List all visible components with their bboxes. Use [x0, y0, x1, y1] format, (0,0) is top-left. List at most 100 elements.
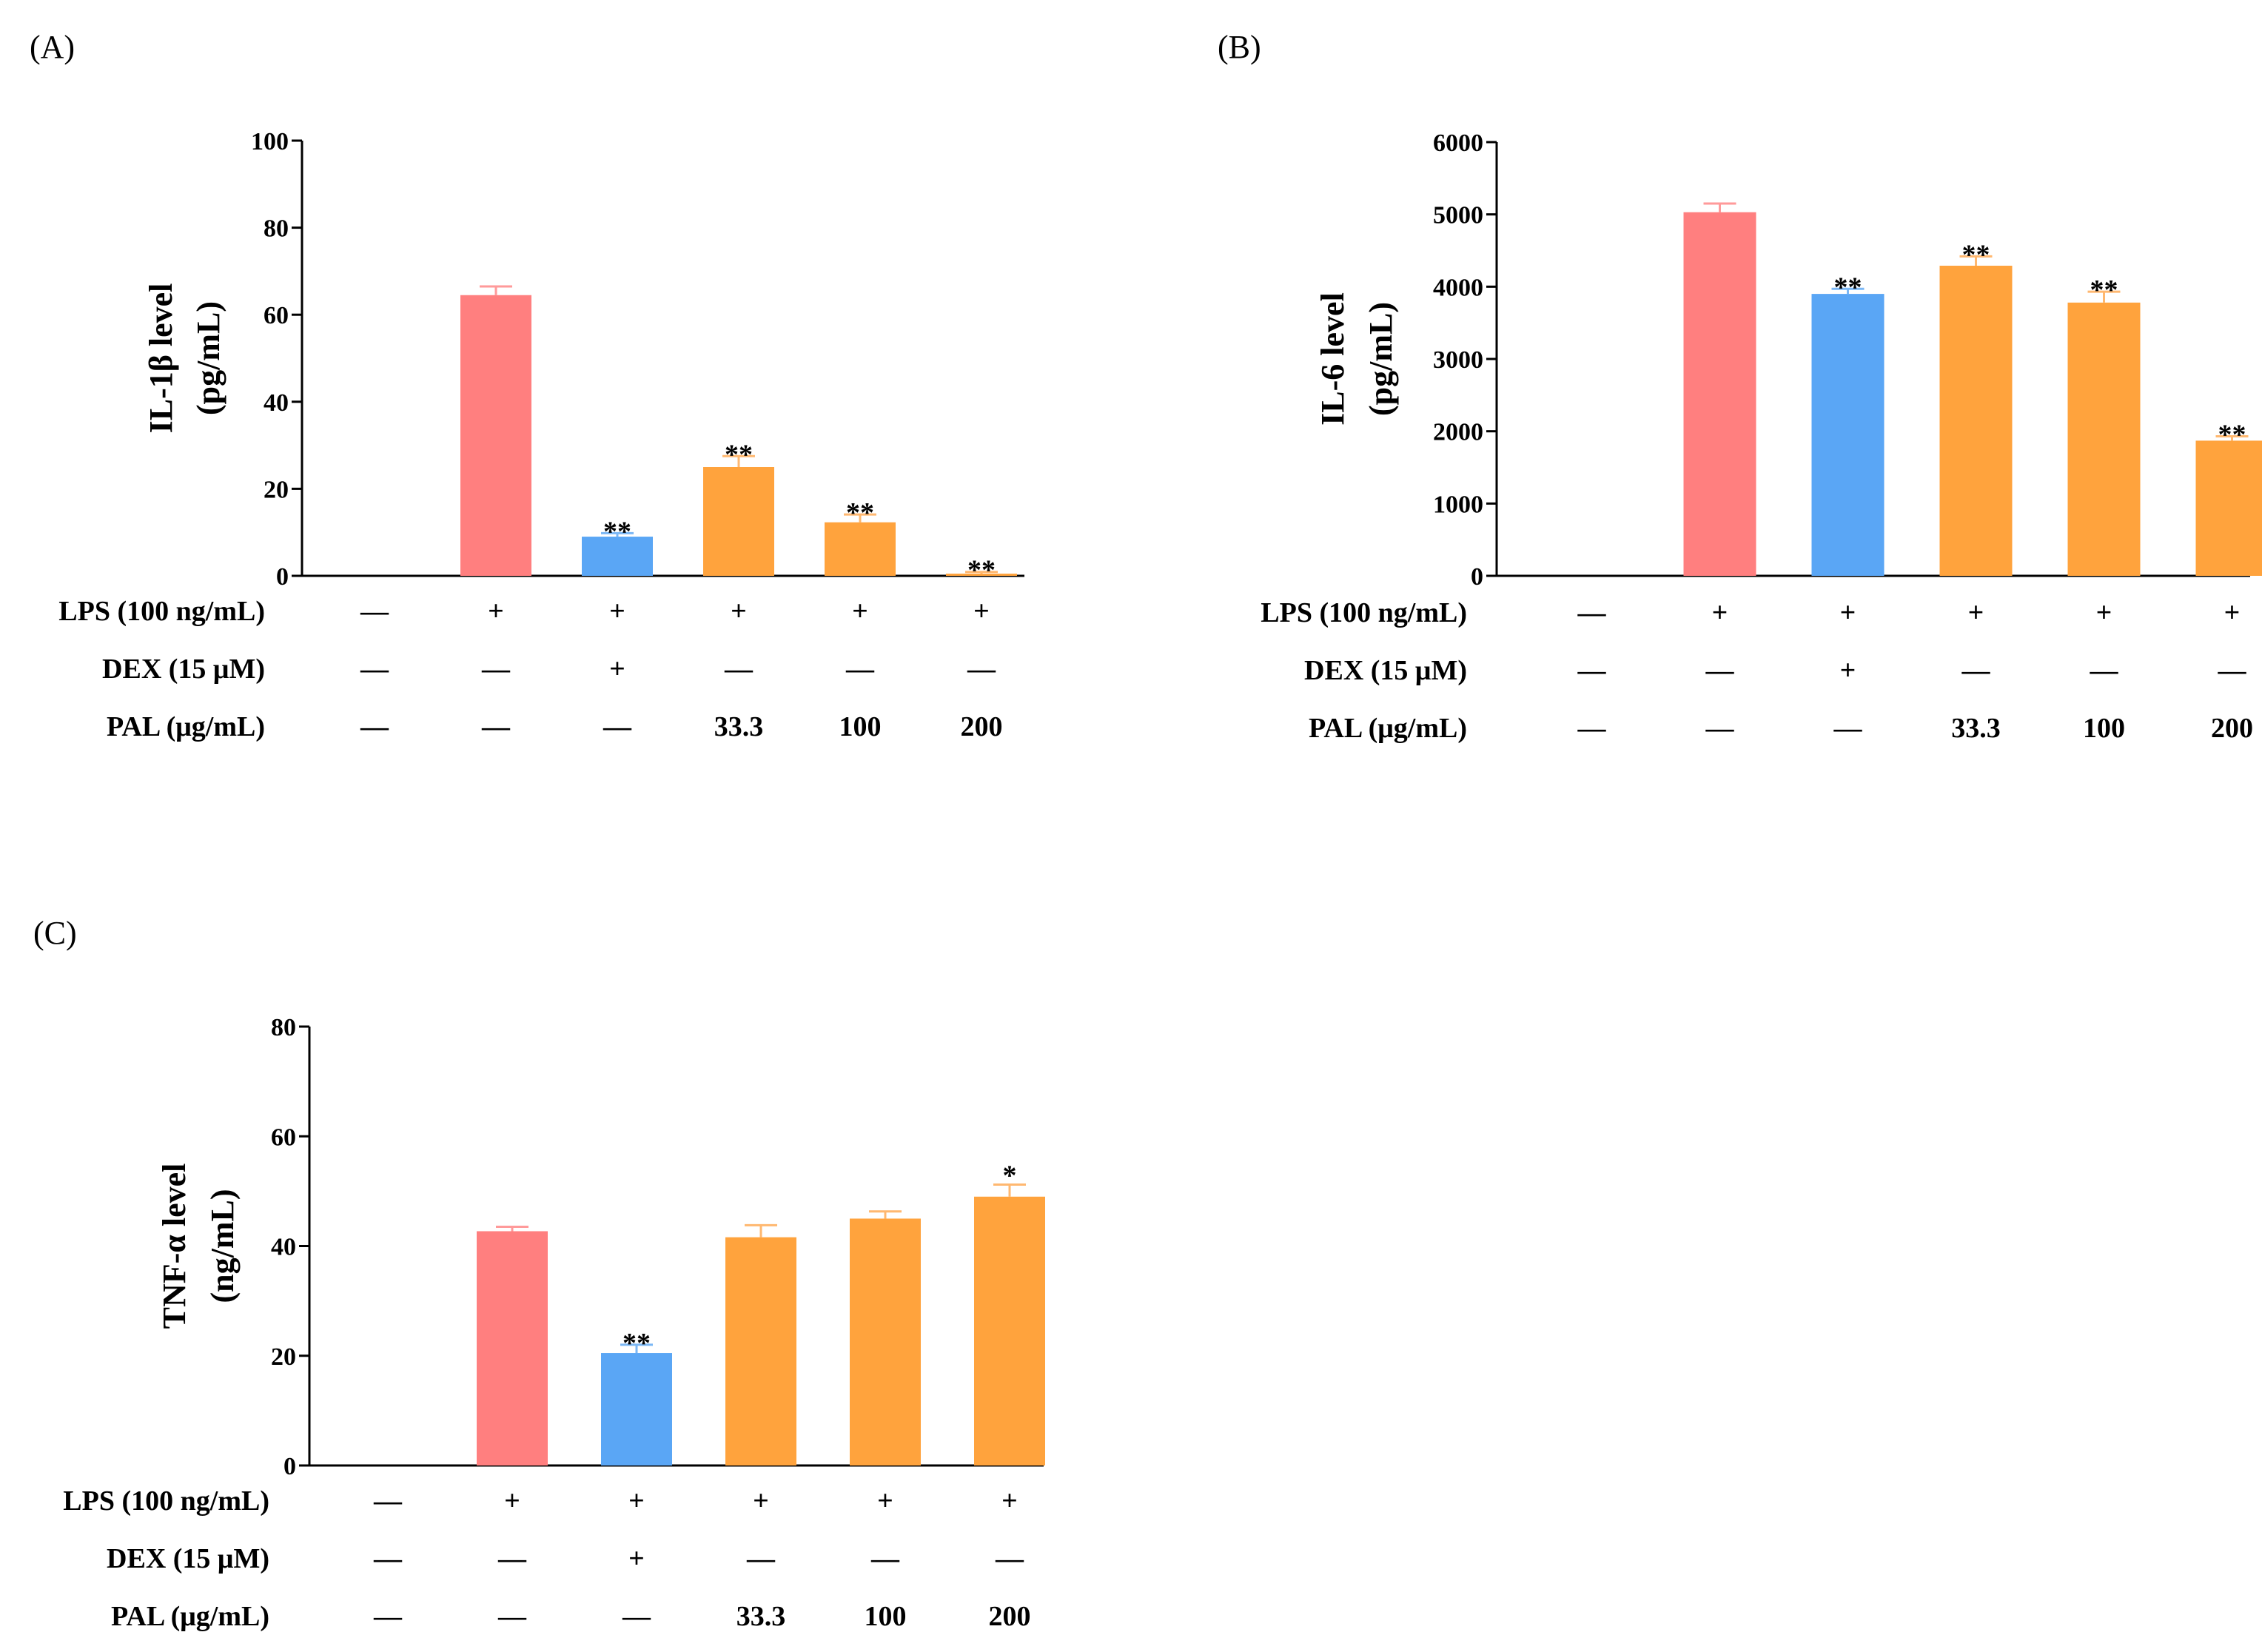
condition-cell-dex: — [1705, 655, 1735, 686]
condition-row-label: DEX (15 μM) [1304, 655, 1467, 686]
condition-row-label: DEX (15 μM) [107, 1543, 269, 1574]
condition-cell-pal: — [360, 711, 389, 742]
condition-cell-dex: — [995, 1543, 1024, 1574]
condition-cell-pal: 33.3 [736, 1601, 786, 1632]
condition-row-label: LPS (100 ng/mL) [63, 1485, 269, 1517]
condition-cell-lps: + [973, 596, 990, 627]
bar-2 [477, 1231, 548, 1465]
condition-cell-dex: — [2090, 655, 2119, 686]
bar-6 [2195, 440, 2262, 576]
condition-row-label: LPS (100 ng/mL) [58, 596, 265, 627]
condition-cell-dex: — [724, 654, 754, 685]
condition-cell-lps: + [1968, 597, 1984, 628]
bar-3 [1811, 294, 1885, 576]
bar-5 [825, 522, 896, 576]
bar-3 [582, 537, 653, 576]
significance-mark: ** [1962, 239, 1990, 270]
condition-cell-lps: — [1577, 597, 1607, 628]
significance-mark: ** [2090, 275, 2118, 306]
condition-cell-pal: — [1705, 713, 1735, 744]
condition-cell-lps: + [753, 1485, 769, 1517]
bar-4 [725, 1237, 796, 1465]
y-axis-unit-label: (pg/mL) [190, 301, 226, 415]
condition-cell-dex: — [481, 654, 511, 685]
condition-cell-pal: 200 [989, 1601, 1031, 1632]
bar-5 [850, 1218, 921, 1465]
condition-cell-lps: + [488, 596, 504, 627]
y-tick-label: 6000 [1433, 130, 1483, 157]
y-tick-label: 40 [264, 389, 289, 417]
condition-cell-pal: — [481, 711, 511, 742]
bar-6 [946, 574, 1017, 576]
panel-label: (A) [30, 29, 75, 65]
condition-cell-lps: + [2096, 597, 2112, 628]
condition-cell-lps: + [609, 596, 625, 627]
condition-cell-pal: — [1577, 713, 1607, 744]
y-tick-label: 0 [1471, 563, 1483, 591]
condition-cell-pal: — [603, 711, 632, 742]
y-tick-label: 20 [264, 476, 289, 503]
significance-mark: ** [1834, 272, 1862, 303]
panel-label: (B) [1218, 29, 1261, 65]
condition-cell-dex: — [1577, 655, 1607, 686]
condition-cell-dex: — [360, 654, 389, 685]
condition-cell-pal: — [622, 1601, 651, 1632]
y-tick-label: 3000 [1433, 346, 1483, 374]
significance-mark: ** [2218, 420, 2246, 451]
condition-cell-pal: 33.3 [714, 711, 764, 742]
condition-cell-pal: 100 [865, 1601, 907, 1632]
y-tick-label: 0 [276, 563, 289, 591]
condition-cell-dex: — [1961, 655, 1991, 686]
condition-cell-lps: + [628, 1485, 645, 1517]
condition-cell-lps: + [1712, 597, 1728, 628]
condition-cell-lps: + [1001, 1485, 1018, 1517]
significance-mark: ** [846, 497, 874, 528]
condition-row-label: PAL (μg/mL) [1309, 713, 1467, 744]
chart-panel-1: (A) 0 20 40 60 80 100 IL-1β level (pg/mL) — — — + — — *… [30, 29, 1024, 742]
bar-6 [974, 1196, 1045, 1465]
significance-mark: ** [967, 555, 996, 586]
chart-panel-2: (B) 0 1000 2000 3000 4000 5000 6000 IL-6 level (p… [1218, 29, 2262, 744]
chart-panel-3: (C) 0 20 40 60 80 TNF-α level (ng/mL) — — — + — — ** + +… [33, 915, 1045, 1632]
y-axis-label: TNF-α level [156, 1164, 192, 1329]
condition-cell-dex: + [628, 1543, 645, 1574]
condition-cell-dex: — [746, 1543, 776, 1574]
condition-cell-dex: — [870, 1543, 900, 1574]
condition-cell-pal: 200 [961, 711, 1003, 742]
condition-cell-lps: + [1840, 597, 1856, 628]
condition-cell-dex: + [609, 654, 625, 685]
condition-cell-lps: — [360, 596, 389, 627]
significance-mark: ** [622, 1328, 651, 1359]
condition-row-label: PAL (μg/mL) [107, 711, 265, 742]
condition-cell-pal: 200 [2211, 713, 2253, 744]
condition-cell-lps: + [2224, 597, 2241, 628]
significance-mark: * [1003, 1160, 1017, 1191]
bar-4 [703, 467, 774, 576]
y-tick-label: 40 [271, 1234, 296, 1261]
condition-cell-pal: — [1833, 713, 1863, 744]
y-tick-label: 100 [251, 128, 289, 155]
y-axis-unit-label: (pg/mL) [1363, 302, 1399, 416]
condition-row-label: PAL (μg/mL) [111, 1601, 269, 1632]
y-tick-label: 20 [271, 1343, 296, 1371]
condition-cell-lps: + [504, 1485, 520, 1517]
condition-cell-dex: — [967, 654, 996, 685]
y-axis-label: IL-6 level [1315, 292, 1351, 426]
bar-3 [601, 1353, 672, 1465]
condition-cell-dex: — [845, 654, 875, 685]
condition-row-label: DEX (15 μM) [102, 654, 265, 685]
y-tick-label: 80 [271, 1014, 296, 1041]
bar-2 [1683, 212, 1756, 576]
y-tick-label: 2000 [1433, 419, 1483, 446]
y-tick-label: 0 [283, 1453, 296, 1480]
y-tick-label: 1000 [1433, 491, 1483, 518]
bar-4 [1939, 266, 2013, 576]
condition-cell-dex: — [497, 1543, 527, 1574]
condition-cell-pal: 33.3 [1951, 713, 2001, 744]
condition-cell-pal: 100 [839, 711, 882, 742]
condition-cell-lps: + [852, 596, 868, 627]
condition-cell-lps: + [731, 596, 747, 627]
condition-cell-pal: — [497, 1601, 527, 1632]
significance-mark: ** [603, 516, 631, 547]
